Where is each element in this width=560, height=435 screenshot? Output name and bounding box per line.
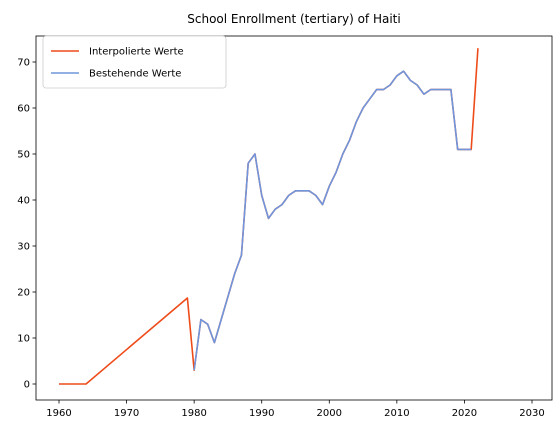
series-layer: [59, 48, 479, 385]
y-tick-label: 50: [17, 150, 30, 161]
series-line-bestehende: [193, 70, 472, 371]
legend-label-bestehende: Bestehende Werte: [89, 69, 181, 80]
chart-title: School Enrollment (tertiary) of Haiti: [187, 12, 400, 26]
x-tick-label: 1980: [181, 408, 206, 419]
y-tick-label: 20: [17, 288, 30, 299]
y-tick-label: 0: [24, 380, 30, 391]
y-tick-label: 30: [17, 242, 30, 253]
plot-frame: [35, 35, 553, 401]
legend: Interpolierte Werte Bestehende Werte: [42, 35, 227, 89]
x-tick-label: 1990: [249, 408, 274, 419]
legend-box: [42, 35, 227, 89]
x-tick-label: 1970: [114, 408, 139, 419]
y-tick-label: 70: [17, 58, 30, 69]
y-tick-label: 60: [17, 104, 30, 115]
x-tick-label: 2010: [384, 408, 409, 419]
legend-label-interpolierte: Interpolierte Werte: [89, 47, 184, 58]
y-axis: 0 10 20 30 40 50 60 70: [17, 58, 36, 391]
x-tick-label: 2020: [452, 408, 477, 419]
x-tick-label: 1960: [46, 408, 71, 419]
x-axis: 1960 1970 1980 1990 2000 2010 2020 2030: [46, 400, 545, 419]
x-tick-label: 2030: [519, 408, 544, 419]
y-tick-label: 40: [17, 196, 30, 207]
x-tick-label: 2000: [317, 408, 342, 419]
y-tick-label: 10: [17, 334, 30, 345]
